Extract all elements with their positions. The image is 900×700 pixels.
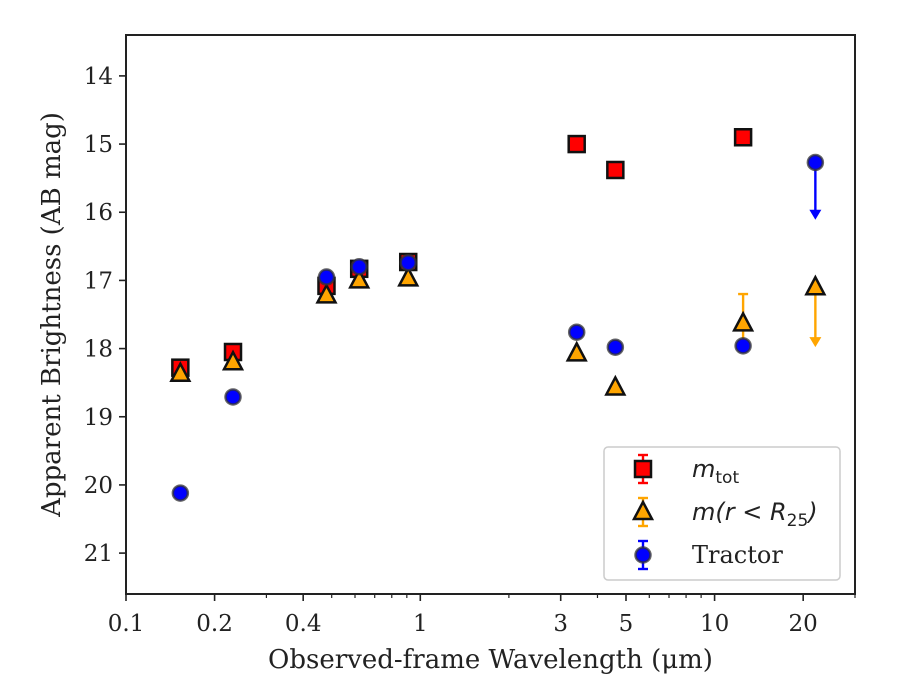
data-point-square [733,128,753,147]
data-point-triangle [169,361,192,383]
data-point-circle [399,253,417,272]
y-tick-label: 20 [84,473,113,499]
upper-limit-arrowhead [809,209,822,220]
data-point-square [606,160,625,180]
x-tick-label: 0.4 [285,611,322,637]
legend-label: mtot [692,455,739,488]
data-point-triangle [565,340,588,362]
data-point-circle [224,388,242,406]
series-circle [171,153,825,502]
y-tick-label: 16 [84,200,113,226]
data-point-circle [317,268,336,286]
legend-marker-circle [634,546,652,564]
legend-box [603,446,841,581]
series-triangle [169,265,827,396]
x-tick-label: 0.1 [108,611,145,637]
legend: mtot m(r < R25) Tractor [603,446,841,581]
ticks-layer: 0.1 0.2 0.4 1 3 5 10 20 14 15 16 17 18 19 20 21 [84,64,856,637]
legend-item-triangle: m(r < R25) [631,496,818,531]
data-point-circle [606,338,625,356]
x-tick-label: 10 [700,611,729,637]
data-point-circle [350,258,368,276]
data-point-triangle [348,267,371,289]
legend-marker-triangle [631,499,655,521]
y-tick-label: 21 [84,541,113,567]
plot-frame [125,34,856,595]
data-point-triangle [604,374,627,396]
legend-label: m(r < R25) [692,498,818,531]
x-tick-label: 5 [619,611,634,637]
data-point-circle [806,153,825,172]
y-axis-label: Apparent Brightness (AB mag) [37,112,67,518]
legend-label: Tractor [692,541,783,569]
y-tick-label: 15 [84,132,113,158]
x-tick-label: 1 [413,611,428,637]
data-point-triangle [315,282,338,304]
legend-item-circle: Tractor [634,539,783,571]
upper-limit-arrowhead [809,337,822,348]
y-tick-label: 19 [84,405,113,431]
data-point-triangle [397,265,420,287]
data-point-circle [171,484,190,502]
x-axis-label: Observed-frame Wavelength (μm) [268,645,713,675]
series-layer [169,128,827,502]
legend-marker-square [633,459,653,479]
data-point-triangle [221,349,245,371]
x-tick-label: 20 [789,611,818,637]
data-point-circle [567,323,586,341]
legend-item-square: mtot [633,453,739,488]
data-point-triangle [804,274,827,296]
data-point-square [567,134,586,154]
y-tick-label: 17 [84,268,113,294]
data-point-triangle [732,310,755,332]
data-point-circle [734,337,752,355]
y-tick-label: 14 [84,64,113,90]
y-tick-label: 18 [84,337,113,363]
x-tick-label: 3 [553,611,568,637]
x-tick-label: 0.2 [196,611,233,637]
